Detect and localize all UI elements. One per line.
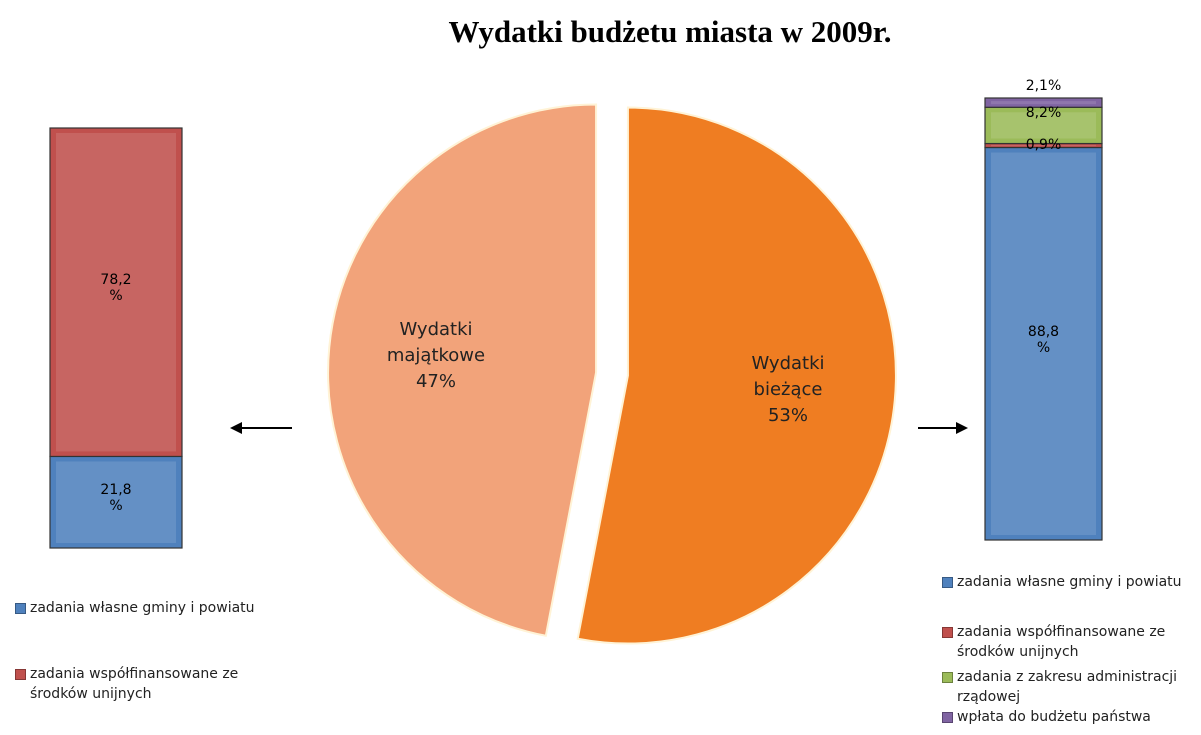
pie-slice <box>576 106 897 645</box>
legend-item: zadania współfinansowane ze środków unij… <box>942 622 1192 662</box>
legend-label: zadania własne gminy i powiatu <box>30 600 255 616</box>
legend-label: wpłata do budżetu państwa <box>957 709 1151 725</box>
legend-label: zadania współfinansowane ze środków unij… <box>957 624 1166 660</box>
data-label: 0,9% <box>1025 136 1062 153</box>
bar-segment <box>984 146 1103 541</box>
slice-category: Wydatki majątkowe <box>386 319 486 367</box>
legend-swatch <box>942 627 953 638</box>
legend-swatch <box>942 672 953 683</box>
data-label: 88,8 % <box>1027 323 1060 356</box>
bar-bevel <box>991 152 1096 535</box>
data-label: 2,1% <box>1025 78 1062 94</box>
legend-item: zadania współfinansowane ze środków unij… <box>15 664 285 704</box>
slice-label: Wydatki majątkowe 47% <box>371 317 501 395</box>
legend-item: zadania własne gminy i powiatu <box>15 598 285 618</box>
legend-item: zadania własne gminy i powiatu <box>942 572 1192 592</box>
data-label: 21,8 % <box>100 482 132 515</box>
legend-item: wpłata do budżetu państwa <box>942 707 1192 727</box>
chart-title: Wydatki budżetu miasta w 2009r. <box>448 14 892 49</box>
pie-slice <box>327 103 598 637</box>
slice-value: 47% <box>415 371 456 393</box>
legend-label: zadania własne gminy i powiatu <box>957 574 1182 590</box>
data-label: 8,2% <box>1025 105 1062 122</box>
bar-segment <box>49 127 183 458</box>
legend-label: zadania współfinansowane ze środków unij… <box>30 666 239 702</box>
bar-segment <box>984 106 1103 145</box>
bar-segment <box>49 455 183 549</box>
bar-bevel <box>56 133 176 452</box>
legend-swatch <box>942 577 953 588</box>
bar-bevel <box>991 101 1096 105</box>
legend-swatch <box>15 603 26 614</box>
slice-category: Wydatki bieżące <box>751 352 825 400</box>
bar-bevel <box>991 112 1096 139</box>
slice-label: Wydatki bieżące 53% <box>723 351 853 429</box>
legend-label: zadania z zakresu administracji rządowej <box>957 669 1178 705</box>
data-label: 78,2 % <box>100 272 132 305</box>
legend-swatch <box>15 669 26 680</box>
bar-segment <box>984 97 1103 108</box>
legend-swatch <box>942 712 953 723</box>
arrow-left <box>230 422 292 434</box>
legend-item: zadania z zakresu administracji rządowej <box>942 667 1192 707</box>
bar-bevel <box>56 461 176 543</box>
arrow-right <box>918 422 968 434</box>
bar-bevel <box>991 144 1096 147</box>
slice-value: 53% <box>767 404 808 426</box>
